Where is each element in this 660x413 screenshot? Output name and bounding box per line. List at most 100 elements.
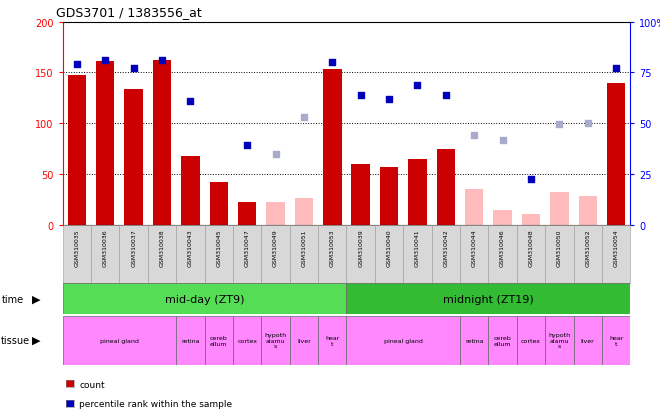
Text: ▶: ▶ xyxy=(32,335,40,345)
Bar xyxy=(550,193,568,225)
Point xyxy=(327,60,337,66)
Text: midnight (ZT19): midnight (ZT19) xyxy=(443,294,534,304)
Bar xyxy=(494,211,512,225)
Bar xyxy=(522,215,540,225)
Bar xyxy=(68,75,86,225)
Bar xyxy=(352,164,370,225)
Text: GSM310046: GSM310046 xyxy=(500,229,505,267)
Text: pineal gland: pineal gland xyxy=(100,338,139,343)
Bar xyxy=(346,284,630,315)
Point xyxy=(582,121,593,127)
Point xyxy=(412,82,422,89)
Text: liver: liver xyxy=(297,338,311,343)
Bar xyxy=(63,225,91,283)
Text: time: time xyxy=(1,294,24,304)
Text: GSM310052: GSM310052 xyxy=(585,229,590,267)
Text: tissue: tissue xyxy=(1,335,30,345)
Bar xyxy=(176,225,205,283)
Bar xyxy=(318,225,346,283)
Text: cereb
ellum: cereb ellum xyxy=(210,335,228,346)
Text: GSM310045: GSM310045 xyxy=(216,229,221,267)
Point xyxy=(242,142,252,148)
Point xyxy=(497,138,508,145)
Bar xyxy=(574,225,602,283)
Text: GSM310040: GSM310040 xyxy=(387,229,391,267)
Point xyxy=(610,66,621,73)
Bar xyxy=(465,190,483,225)
Bar xyxy=(176,316,205,365)
Text: hypoth
alamu
s: hypoth alamu s xyxy=(548,332,570,349)
Bar xyxy=(153,61,171,225)
Text: count: count xyxy=(79,380,105,389)
Bar xyxy=(409,159,426,225)
Point xyxy=(440,92,451,99)
Text: GSM310048: GSM310048 xyxy=(529,229,533,267)
Bar xyxy=(460,316,488,365)
Bar xyxy=(210,183,228,225)
Text: ▶: ▶ xyxy=(32,294,40,304)
Bar xyxy=(267,203,284,225)
Bar xyxy=(488,225,517,283)
Bar xyxy=(63,284,346,315)
Bar xyxy=(517,316,545,365)
Text: cortex: cortex xyxy=(521,338,541,343)
Bar xyxy=(346,316,460,365)
Text: GSM310036: GSM310036 xyxy=(103,229,108,267)
Text: GSM310043: GSM310043 xyxy=(188,229,193,267)
Bar xyxy=(148,225,176,283)
Bar xyxy=(460,225,488,283)
Text: GSM310051: GSM310051 xyxy=(302,229,306,266)
Text: GSM310053: GSM310053 xyxy=(330,229,335,267)
Bar xyxy=(574,316,602,365)
Bar xyxy=(261,225,290,283)
Text: retina: retina xyxy=(465,338,484,343)
Text: retina: retina xyxy=(181,338,200,343)
Point xyxy=(185,98,195,105)
Text: liver: liver xyxy=(581,338,595,343)
Bar xyxy=(488,316,517,365)
Point xyxy=(554,121,564,128)
Text: GSM310035: GSM310035 xyxy=(75,229,79,267)
Point xyxy=(469,133,479,139)
Text: GSM310041: GSM310041 xyxy=(415,229,420,267)
Bar xyxy=(323,70,341,225)
Bar xyxy=(602,316,630,365)
Bar xyxy=(205,225,233,283)
Bar xyxy=(261,316,290,365)
Bar xyxy=(346,225,375,283)
Text: percentile rank within the sample: percentile rank within the sample xyxy=(79,399,232,408)
Bar xyxy=(63,316,176,365)
Bar xyxy=(375,225,403,283)
Point xyxy=(525,176,536,183)
Text: pineal gland: pineal gland xyxy=(384,338,422,343)
Bar xyxy=(602,225,630,283)
Bar xyxy=(545,316,574,365)
Bar xyxy=(437,149,455,225)
Bar xyxy=(290,316,318,365)
Bar xyxy=(96,62,114,225)
Text: hypoth
alamu
s: hypoth alamu s xyxy=(265,332,286,349)
Point xyxy=(100,58,111,64)
Text: GSM310049: GSM310049 xyxy=(273,229,278,267)
Bar xyxy=(205,316,233,365)
Point xyxy=(383,96,394,103)
Bar xyxy=(432,225,460,283)
Text: mid-day (ZT9): mid-day (ZT9) xyxy=(165,294,244,304)
Text: GSM310054: GSM310054 xyxy=(614,229,618,267)
Bar xyxy=(318,316,346,365)
Bar xyxy=(579,197,597,225)
Bar xyxy=(517,225,545,283)
Text: GSM310039: GSM310039 xyxy=(358,229,363,267)
Bar xyxy=(233,225,261,283)
Point xyxy=(128,66,139,73)
Point xyxy=(156,58,167,64)
Bar xyxy=(607,83,625,225)
Point xyxy=(355,92,366,99)
Text: hear
t: hear t xyxy=(609,335,623,346)
Text: GSM310047: GSM310047 xyxy=(245,229,249,267)
Text: GSM310050: GSM310050 xyxy=(557,229,562,266)
Bar xyxy=(233,316,261,365)
Bar xyxy=(290,225,318,283)
Text: hear
t: hear t xyxy=(325,335,339,346)
Text: GSM310038: GSM310038 xyxy=(160,229,164,267)
